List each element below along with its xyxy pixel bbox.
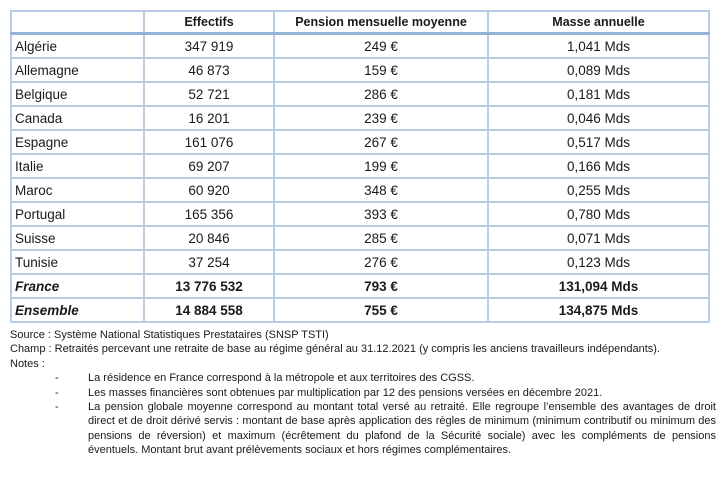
header-row: Effectifs Pension mensuelle moyenne Mass…: [10, 10, 710, 35]
table-row: Allemagne 46 873 159 €0,089 Mds: [10, 57, 710, 83]
note-item: - Les masses financières sont obtenues p…: [10, 386, 716, 400]
header-cell-pension: Pension mensuelle moyenne: [273, 10, 489, 35]
effectifs-cell: 161 076: [143, 129, 275, 155]
row-label-cell: Algérie: [10, 32, 145, 59]
masse-annuelle-cell: 0,166 Mds: [487, 153, 710, 179]
effectifs-cell: 13 776 532: [143, 273, 275, 299]
effectifs-cell: 69 207: [143, 153, 275, 179]
effectifs-cell: 165 356: [143, 201, 275, 227]
row-label-cell: Allemagne: [10, 57, 145, 83]
pension-cell: 286 €: [273, 81, 489, 107]
effectifs-cell: 20 846: [143, 225, 275, 251]
table-row: Belgique 52 721 286 €0,181 Mds: [10, 81, 710, 107]
note-item: - La résidence en France correspond à la…: [10, 371, 716, 385]
masse-annuelle-cell: 0,089 Mds: [487, 57, 710, 83]
note-dash: -: [55, 401, 59, 414]
masse-annuelle-cell: 0,123 Mds: [487, 249, 710, 275]
pension-cell: 159 €: [273, 57, 489, 83]
note-text: Les masses financières sont obtenues par…: [88, 386, 603, 399]
pension-cell: 285 €: [273, 225, 489, 251]
table-row: Maroc 60 920 348 €0,255 Mds: [10, 177, 710, 203]
note-text: La résidence en France correspond à la m…: [88, 372, 475, 385]
effectifs-cell: 14 884 558: [143, 297, 275, 323]
effectifs-cell: 46 873: [143, 57, 275, 83]
table-row: France 13 776 532 793 €131,094 Mds: [10, 273, 710, 299]
effectifs-cell: 60 920: [143, 177, 275, 203]
table-row: Espagne 161 076 267 €0,517 Mds: [10, 129, 710, 155]
table-row: Tunisie 37 254 276 €0,123 Mds: [10, 249, 710, 275]
table-row: Algérie 347 919 249 €1,041 Mds: [10, 32, 710, 59]
masse-annuelle-cell: 131,094 Mds: [487, 273, 710, 299]
row-label-cell: Maroc: [10, 177, 145, 203]
row-label-cell: Espagne: [10, 129, 145, 155]
notes-list: - La résidence en France correspond à la…: [10, 371, 716, 457]
masse-annuelle-cell: 0,046 Mds: [487, 105, 710, 131]
notes-label: Notes :: [10, 357, 45, 370]
source-line: Source : Système National Statistiques P…: [10, 329, 329, 341]
table-row: Canada 16 201 239 €0,046 Mds: [10, 105, 710, 131]
pension-cell: 239 €: [273, 105, 489, 131]
row-label-cell: France: [10, 273, 145, 299]
row-label-cell: Canada: [10, 105, 145, 131]
pension-cell: 755 €: [273, 297, 489, 323]
header-cell-masse: Masse annuelle: [487, 10, 710, 35]
table-row: Suisse 20 846 285 €0,071 Mds: [10, 225, 710, 251]
table-row: Italie 69 207 199 €0,166 Mds: [10, 153, 710, 179]
pension-cell: 199 €: [273, 153, 489, 179]
champ-line: Champ : Retraités percevant une retraite…: [10, 343, 660, 356]
row-label-cell: Belgique: [10, 81, 145, 107]
pension-cell: 393 €: [273, 201, 489, 227]
effectifs-cell: 37 254: [143, 249, 275, 275]
pension-cell: 249 €: [273, 32, 489, 59]
pension-cell: 276 €: [273, 249, 489, 275]
masse-annuelle-cell: 134,875 Mds: [487, 297, 710, 323]
pension-statistics-table: Effectifs Pension mensuelle moyenne Mass…: [10, 10, 710, 323]
note-item: - La pension globale moyenne correspond …: [10, 400, 716, 458]
masse-annuelle-cell: 0,780 Mds: [487, 201, 710, 227]
effectifs-cell: 52 721: [143, 81, 275, 107]
table-row: Portugal 165 356 393 €0,780 Mds: [10, 201, 710, 227]
row-label-cell: Portugal: [10, 201, 145, 227]
masse-annuelle-cell: 0,181 Mds: [487, 81, 710, 107]
table-header: Effectifs Pension mensuelle moyenne Mass…: [10, 10, 710, 35]
row-label-cell: Tunisie: [10, 249, 145, 275]
pension-cell: 793 €: [273, 273, 489, 299]
masse-annuelle-cell: 0,071 Mds: [487, 225, 710, 251]
effectifs-cell: 347 919: [143, 32, 275, 59]
masse-annuelle-cell: 1,041 Mds: [487, 32, 710, 59]
note-dash: -: [55, 386, 59, 399]
table-row: Ensemble 14 884 558 755 €134,875 Mds: [10, 297, 710, 323]
pension-cell: 348 €: [273, 177, 489, 203]
effectifs-cell: 16 201: [143, 105, 275, 131]
table-body: Algérie 347 919 249 €1,041 Mds Allemagne 46 …: [10, 32, 710, 323]
row-label-cell: Ensemble: [10, 297, 145, 323]
header-cell-effectifs: Effectifs: [143, 10, 275, 35]
footnotes: Source : Système National Statistiques P…: [10, 328, 716, 458]
masse-annuelle-cell: 0,255 Mds: [487, 177, 710, 203]
masse-annuelle-cell: 0,517 Mds: [487, 129, 710, 155]
note-dash: -: [55, 372, 59, 385]
header-cell-country: [10, 10, 145, 35]
pension-cell: 267 €: [273, 129, 489, 155]
note-text: La pension globale moyenne correspond au…: [88, 401, 716, 457]
row-label-cell: Italie: [10, 153, 145, 179]
row-label-cell: Suisse: [10, 225, 145, 251]
